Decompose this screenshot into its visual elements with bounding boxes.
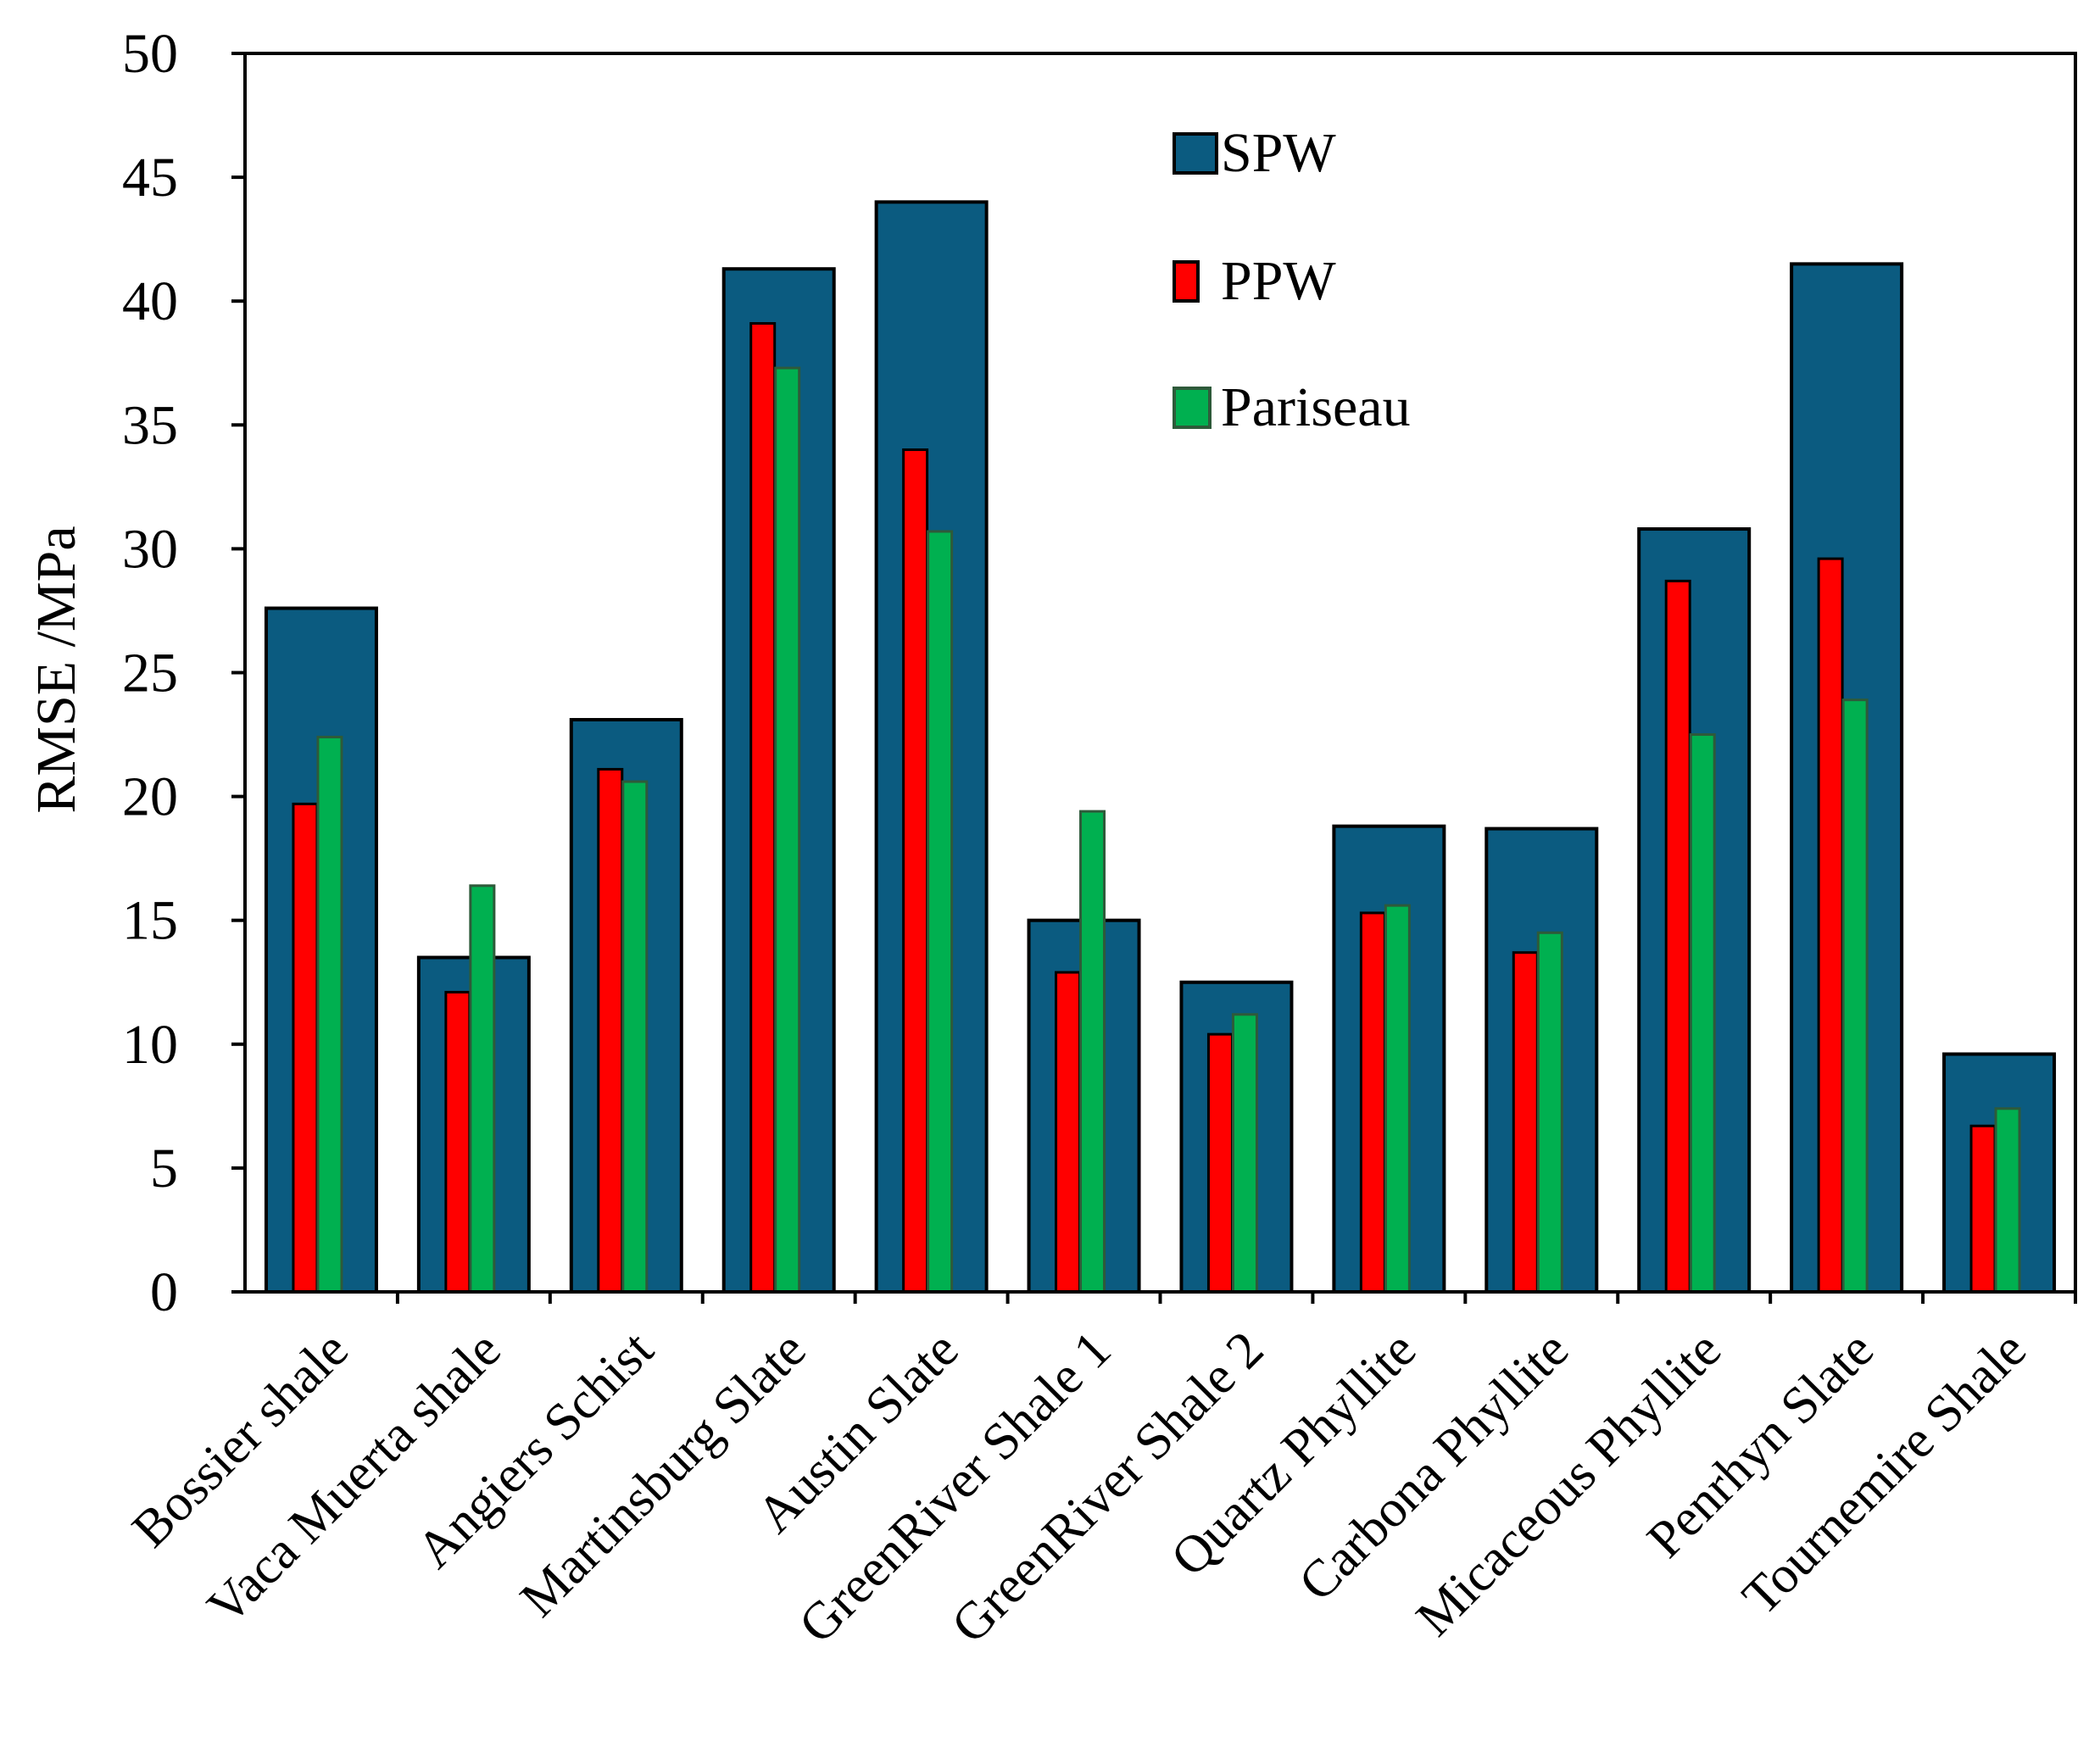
bar-ppw-greenriver-shale-1	[1055, 971, 1082, 1294]
y-tick-label: 25	[122, 643, 178, 704]
y-tick-label: 15	[122, 890, 178, 952]
bar-pariseau-martinsburg-slate	[774, 366, 801, 1294]
bar-ppw-quartz-phyllite	[1359, 911, 1386, 1294]
bar-ppw-penrhyn-slate	[1817, 557, 1844, 1294]
bar-ppw-carbona-phyllite	[1512, 951, 1539, 1294]
bar-ppw-martinsburg-slate	[749, 321, 777, 1294]
y-tick-label: 35	[122, 394, 178, 456]
bar-pariseau-greenriver-shale-1	[1079, 810, 1106, 1294]
y-axis: 0 5 10 15 20 25 30 35 40 45 50	[122, 23, 245, 1323]
y-tick-label: 0	[150, 1261, 178, 1323]
bar-pariseau-bossier-shale	[316, 735, 343, 1294]
bar-pariseau-penrhyn-slate	[1841, 698, 1869, 1294]
x-tick-label-vaca-muerta-shale: Vaca Muerta shale	[197, 1321, 512, 1636]
y-tick-label: 10	[122, 1014, 178, 1076]
legend-swatch-spw	[1173, 132, 1218, 175]
legend: SPW PPW Pariseau	[1173, 122, 1411, 438]
bar-ppw-angiers-schist	[597, 767, 624, 1294]
bar-pariseau-quartz-phyllite	[1384, 904, 1411, 1294]
y-tick-label: 50	[122, 23, 178, 85]
bar-ppw-austin-slate	[902, 448, 929, 1294]
bar-ppw-vaca-muerta-shale	[444, 990, 471, 1294]
bar-pariseau-micaceous-phyllite	[1689, 733, 1716, 1294]
x-tick-label-martinsburg-slate: Martinsburg Slate	[510, 1321, 817, 1628]
legend-label-pariseau: Pariseau	[1221, 376, 1411, 438]
y-tick-label: 45	[122, 147, 178, 209]
bar-ppw-tournemire-shale	[1969, 1124, 1997, 1294]
x-tick-label-carbona-phyllite: Carbona Phyllite	[1288, 1321, 1579, 1612]
bar-ppw-greenriver-shale-2	[1206, 1032, 1234, 1294]
y-tick-label: 30	[122, 518, 178, 580]
bar-ppw-micaceous-phyllite	[1664, 579, 1691, 1294]
legend-label-ppw: PPW	[1221, 250, 1336, 312]
y-tick-label: 40	[122, 270, 178, 332]
bar-pariseau-carbona-phyllite	[1536, 931, 1563, 1294]
y-tick-label: 5	[150, 1138, 178, 1199]
bar-pariseau-vaca-muerta-shale	[469, 884, 496, 1294]
bar-pariseau-angiers-schist	[621, 780, 649, 1294]
y-axis-label: RMSE /MPa	[25, 526, 87, 813]
bar-pariseau-austin-slate	[927, 530, 954, 1294]
bar-pariseau-tournemire-shale	[1994, 1107, 2021, 1294]
ppw-pariseau-series	[292, 321, 2021, 1294]
spw-series	[264, 200, 2057, 1294]
legend-label-spw: SPW	[1221, 122, 1336, 184]
y-tick-label: 20	[122, 766, 178, 828]
legend-swatch-pariseau	[1173, 387, 1212, 429]
legend-swatch-ppw	[1173, 260, 1200, 303]
bar-ppw-bossier-shale	[292, 802, 319, 1294]
bar-pariseau-greenriver-shale-2	[1231, 1013, 1258, 1294]
x-tick-label-tournemire-shale: Tournemire Shale	[1732, 1321, 2037, 1626]
